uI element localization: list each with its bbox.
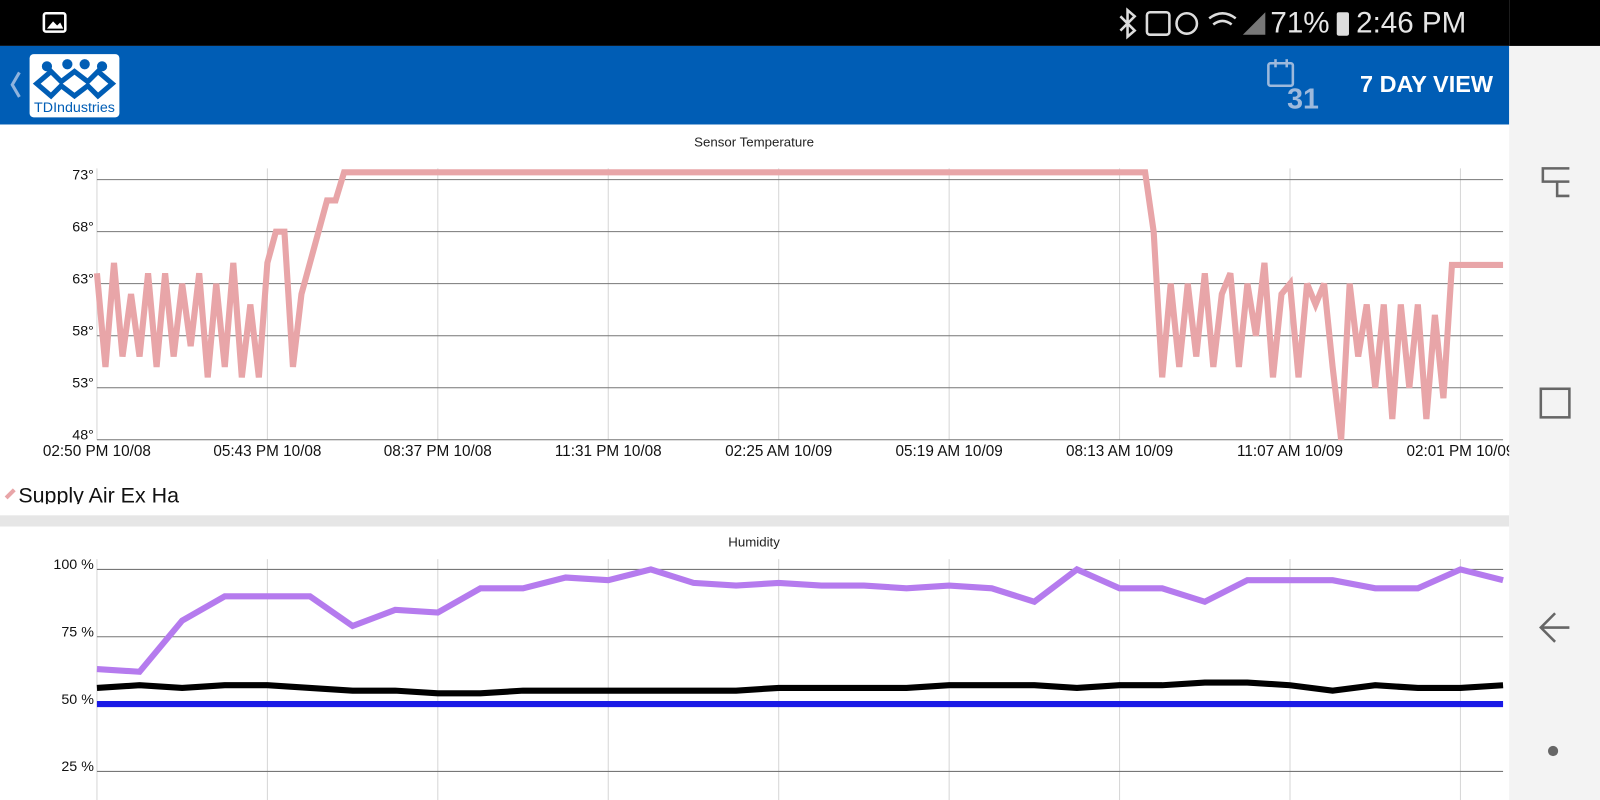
- y-tick-label: 75 %: [61, 624, 94, 640]
- calendar-day: 31: [1287, 84, 1319, 116]
- x-tick-label: 02:25 AM 10/09: [725, 443, 832, 460]
- logo-mark: [32, 59, 117, 100]
- chart-separator: [0, 515, 1510, 527]
- chart-title: Sensor Temperature: [694, 134, 814, 149]
- legend-swatch: [4, 488, 16, 500]
- temperature-chart: Sensor Temperature 02:50 PM 10/08 05:43 PM…: [4, 134, 1514, 508]
- humidity-chart: Humidity 25 % 50 % 75 % 100 %: [53, 534, 1504, 800]
- y-tick-label: 53°: [72, 375, 94, 391]
- nav-icons[interactable]: [1539, 167, 1571, 757]
- y-tick-label: 25 %: [61, 759, 94, 775]
- x-tick-label: 02:01 PM 10/09: [1406, 443, 1514, 460]
- x-tick-label: 08:37 PM 10/08: [384, 443, 492, 460]
- data-line: [93, 169, 1504, 441]
- x-tick-label: 05:19 AM 10/09: [896, 443, 1003, 460]
- status-icons: [1119, 7, 1349, 40]
- y-tick-label: 73°: [72, 167, 94, 183]
- app-header: [0, 45, 1510, 125]
- y-tick-label: 68°: [72, 219, 94, 235]
- x-tick-label: 11:07 AM 10/09: [1237, 443, 1343, 460]
- gallery-icon: [42, 11, 67, 33]
- status-bar: [0, 0, 1600, 46]
- chart-title: Humidity: [728, 534, 780, 549]
- calendar-button[interactable]: 31: [1267, 59, 1319, 116]
- back-button[interactable]: [10, 71, 21, 98]
- y-tick-label: 48°: [72, 427, 94, 443]
- x-tick-label: 11:31 PM 10/08: [555, 443, 662, 460]
- nav-bar-top: [1509, 0, 1600, 46]
- data-line: [96, 679, 1504, 697]
- nav-bar: [1509, 0, 1600, 800]
- y-tick-label: 100 %: [53, 557, 94, 573]
- legend-label: Supply Air Ex Ha: [18, 484, 179, 508]
- x-tick-label: 05:43 PM 10/08: [213, 443, 321, 460]
- logo-text: TDIndustries: [34, 100, 115, 116]
- y-tick-label: 63°: [72, 271, 94, 287]
- y-tick-label: 50 %: [61, 692, 94, 708]
- view-button[interactable]: 7 DAY VIEW: [1360, 71, 1494, 97]
- data-line: [96, 565, 1504, 675]
- battery-level: 71%: [1270, 6, 1329, 39]
- clock: 2:46 PM: [1356, 6, 1466, 39]
- x-tick-label: 02:50 PM 10/08: [43, 443, 151, 460]
- x-tick-label: 08:13 AM 10/09: [1066, 443, 1173, 460]
- y-tick-label: 58°: [72, 323, 94, 339]
